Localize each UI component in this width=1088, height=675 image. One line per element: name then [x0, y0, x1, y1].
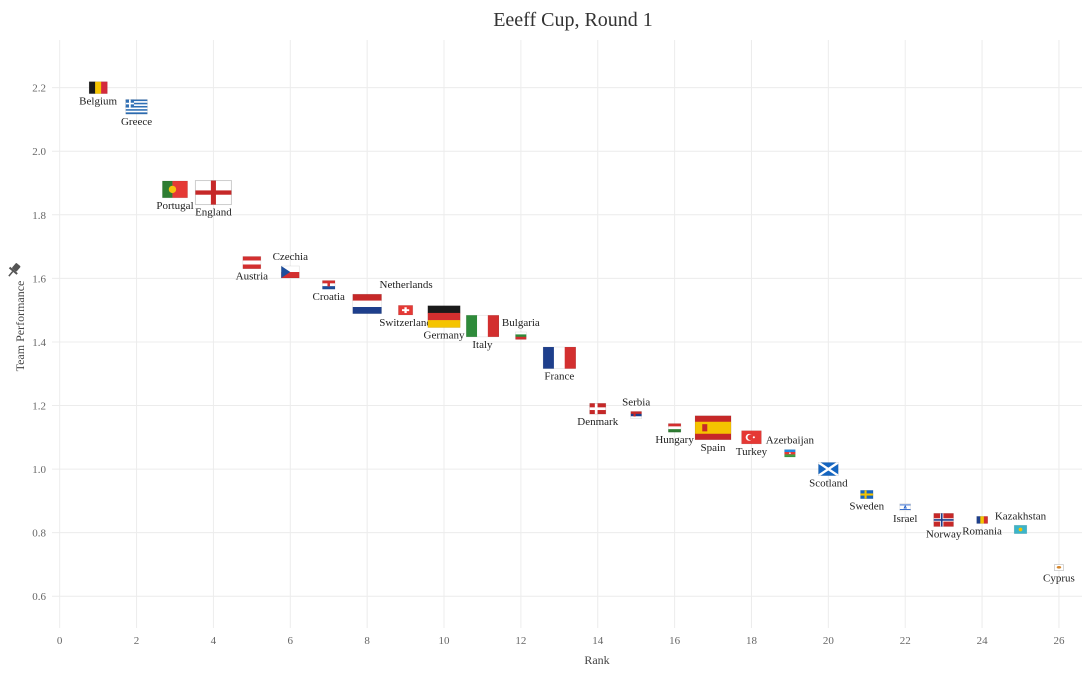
flag-point-hungary[interactable]	[668, 423, 682, 433]
data-label-switzerland: Switzerland	[379, 317, 432, 329]
flag-point-croatia[interactable]	[322, 280, 336, 290]
data-label-norway: Norway	[926, 529, 962, 541]
y-tick-label: 2.0	[32, 146, 46, 158]
data-label-serbia: Serbia	[622, 396, 650, 408]
y-tick-label: 1.4	[32, 337, 46, 349]
flag-point-austria[interactable]	[242, 256, 262, 269]
flag-point-netherlands[interactable]	[352, 293, 382, 314]
x-tick-label: 8	[364, 635, 370, 647]
y-tick-label: 0.6	[32, 591, 46, 603]
data-label-belgium: Belgium	[79, 96, 117, 108]
grid-lines	[52, 40, 1082, 628]
flag-point-scotland[interactable]	[817, 461, 839, 477]
x-axis-label: Rank	[584, 653, 609, 667]
x-tick-label: 4	[211, 635, 217, 647]
x-tick-label: 20	[823, 635, 835, 647]
data-label-austria: Austria	[236, 270, 269, 282]
x-tick-label: 22	[900, 635, 911, 647]
flag-point-romania[interactable]	[976, 516, 988, 524]
x-tick-label: 24	[977, 635, 989, 647]
y-tick-label: 0.8	[32, 528, 46, 540]
y-tick-label: 1.8	[32, 210, 46, 222]
x-tick-label: 12	[515, 635, 526, 647]
y-axis-label: Team Performance	[13, 281, 27, 372]
flag-point-kazakhstan[interactable]	[1013, 524, 1028, 534]
flag-point-cyprus[interactable]	[1054, 564, 1064, 571]
y-axis-ticks: 0.6 0.8 1.0 1.2 1.4 1.6 1.8 2.0 2.2	[32, 83, 46, 604]
x-tick-label: 2	[134, 635, 140, 647]
data-label-italy: Italy	[472, 339, 493, 351]
y-tick-label: 1.6	[32, 273, 46, 285]
data-label-netherlands: Netherlands	[380, 279, 433, 291]
x-tick-label: 18	[746, 635, 758, 647]
flag-point-italy[interactable]	[465, 314, 499, 338]
x-tick-label: 6	[288, 635, 294, 647]
data-label-greece: Greece	[121, 116, 152, 128]
data-label-scotland: Scotland	[809, 478, 848, 490]
flag-point-switzerland[interactable]	[398, 305, 414, 316]
data-label-czechia: Czechia	[273, 251, 309, 263]
x-tick-label: 0	[57, 635, 63, 647]
data-label-israel: Israel	[893, 513, 917, 525]
flag-point-turkey[interactable]	[741, 430, 762, 445]
flag-point-czechia[interactable]	[280, 265, 300, 279]
flag-point-sweden[interactable]	[860, 490, 874, 500]
data-label-cyprus: Cyprus	[1043, 573, 1075, 585]
data-label-turkey: Turkey	[736, 446, 768, 458]
data-label-spain: Spain	[701, 442, 727, 454]
pin-icon[interactable]	[5, 261, 22, 279]
flag-point-germany[interactable]	[427, 305, 461, 328]
flag-point-israel[interactable]	[899, 503, 911, 512]
data-label-france: France	[544, 371, 574, 383]
flag-point-denmark[interactable]	[589, 402, 607, 415]
flag-point-greece[interactable]	[125, 99, 148, 115]
data-label-germany: Germany	[424, 329, 465, 341]
data-label-england: England	[195, 207, 232, 219]
flag-point-azerbaijan[interactable]	[784, 449, 796, 458]
data-label-romania: Romania	[962, 526, 1002, 538]
x-tick-label: 10	[439, 635, 451, 647]
chart-title: Eeeff Cup, Round 1	[493, 9, 653, 31]
data-label-denmark: Denmark	[577, 416, 618, 428]
data-label-portugal: Portugal	[156, 200, 193, 212]
x-axis-ticks: 0 2 4 6 8 10 12 14 16 18 20 22 24 26	[57, 635, 1065, 647]
data-label-croatia: Croatia	[313, 291, 345, 303]
data-label-kazakhstan: Kazakhstan	[995, 510, 1047, 522]
y-tick-label: 1.0	[32, 464, 46, 476]
flag-point-serbia[interactable]	[630, 411, 642, 419]
x-tick-label: 14	[592, 635, 604, 647]
x-tick-label: 16	[669, 635, 681, 647]
data-label-azerbaijan: Azerbaijan	[766, 435, 815, 447]
flag-point-france[interactable]	[542, 346, 576, 369]
y-tick-label: 1.2	[32, 401, 46, 413]
data-label-hungary: Hungary	[655, 434, 694, 446]
flag-point-england[interactable]	[194, 180, 232, 206]
y-tick-label: 2.2	[32, 83, 46, 95]
flag-point-norway[interactable]	[933, 513, 954, 527]
flag-point-belgium[interactable]	[88, 81, 108, 94]
flag-point-spain[interactable]	[694, 415, 732, 441]
x-tick-label: 26	[1053, 635, 1065, 647]
data-label-bulgaria: Bulgaria	[502, 317, 540, 329]
flag-point-bulgaria[interactable]	[515, 331, 527, 340]
data-label-sweden: Sweden	[849, 501, 884, 513]
flag-point-portugal[interactable]	[162, 180, 188, 199]
